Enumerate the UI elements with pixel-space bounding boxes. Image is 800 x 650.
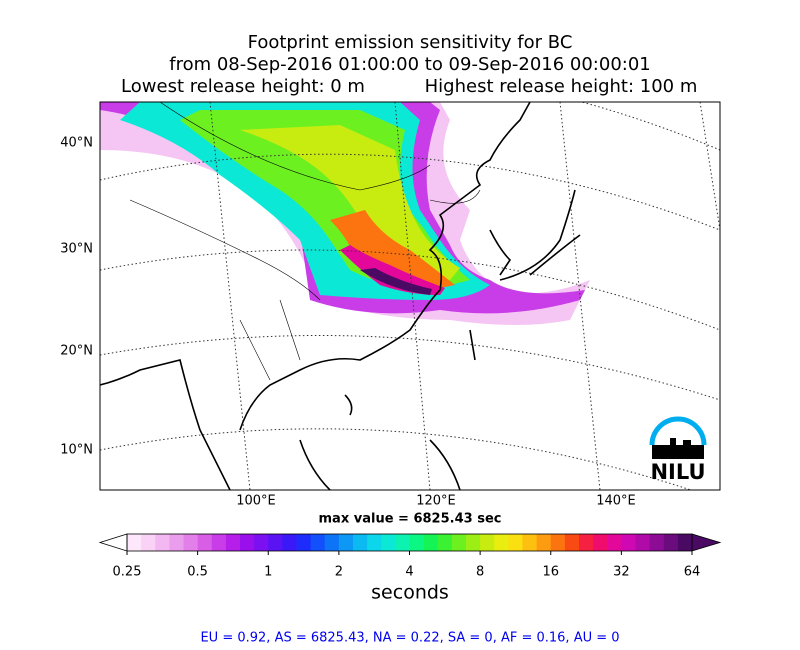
- colorbar-tick-label: 2: [335, 565, 343, 580]
- lat-label: 10°N: [60, 443, 93, 458]
- colorbar-segment: [663, 534, 679, 551]
- colorbar-tick-label: 16: [542, 565, 559, 580]
- colorbar-segment: [635, 534, 651, 551]
- map-frame: [99, 101, 721, 491]
- colorbar-under: [98, 533, 128, 552]
- logo: NILU: [650, 460, 705, 484]
- colorbar-segment: [649, 534, 665, 551]
- colorbar-segment: [169, 534, 184, 551]
- colorbar-tick-label: 4: [405, 565, 413, 580]
- colorbar-segment: [579, 534, 594, 551]
- colorbar-segment: [621, 534, 636, 551]
- colorbar-tick-label: 0.25: [113, 565, 142, 580]
- release-high: Highest release height: 100 m: [425, 76, 698, 97]
- colorbar-segment: [677, 534, 693, 551]
- colorbar-tick-label: 64: [684, 565, 701, 580]
- colorbar-segment: [593, 534, 608, 551]
- colorbar-segment: [508, 534, 523, 551]
- colorbar-over: [691, 533, 722, 552]
- colorbar-segment: [282, 534, 297, 551]
- colorbar-segment: [381, 534, 396, 551]
- lat-label: 20°N: [60, 344, 93, 359]
- colorbar-segment: [155, 534, 170, 551]
- colorbar-segment: [522, 534, 538, 551]
- map: NILU: [100, 102, 720, 490]
- colorbar-segment: [466, 534, 481, 551]
- colorbar-segment: [225, 534, 241, 551]
- colorbar-segment: [395, 534, 410, 551]
- colorbar-tick-label: 1: [264, 565, 272, 580]
- colorbar-label: seconds: [371, 582, 449, 604]
- lon-label: 100°E: [236, 494, 276, 509]
- colorbar-segment: [480, 534, 495, 551]
- colorbar-segment: [353, 534, 368, 551]
- colorbar-segment: [409, 534, 425, 551]
- colorbar: 0.25 0.5 1 2 4 8 16 32 64: [98, 533, 722, 580]
- lon-label: 140°E: [596, 494, 636, 509]
- colorbar-segment: [240, 534, 255, 551]
- colorbar-segment: [494, 534, 509, 551]
- lat-label: 40°N: [60, 136, 93, 151]
- release-low: Lowest release height: 0 m: [121, 76, 365, 97]
- colorbar-segment: [550, 534, 566, 551]
- colorbar-segment: [197, 534, 213, 551]
- colorbar-segment: [310, 534, 326, 551]
- colorbar-segment: [254, 534, 269, 551]
- title-line: Footprint emission sensitivity for BC: [248, 32, 573, 53]
- colorbar-tick-label: 8: [476, 565, 484, 580]
- colorbar-segment: [607, 534, 622, 551]
- colorbar-segment: [564, 534, 580, 551]
- region-stats: EU = 0.92, AS = 6825.43, NA = 0.22, SA =…: [200, 631, 619, 646]
- colorbar-segment: [423, 534, 439, 551]
- colorbar-segment: [338, 534, 354, 551]
- colorbar-segment: [451, 534, 467, 551]
- colorbar-segment: [367, 534, 382, 551]
- colorbar-segment: [127, 534, 142, 551]
- lon-label: 120°E: [416, 494, 456, 509]
- colorbar-segment: [296, 534, 312, 551]
- colorbar-segment: [141, 534, 156, 551]
- colorbar-segment: [437, 534, 453, 551]
- lat-label: 30°N: [60, 242, 93, 257]
- colorbar-segment: [183, 534, 199, 551]
- colorbar-segment: [268, 534, 283, 551]
- title-line: from 08-Sep-2016 01:00:00 to 09-Sep-2016…: [169, 54, 651, 75]
- max-value: max value = 6825.43 sec: [319, 512, 502, 527]
- colorbar-tick-label: 32: [613, 565, 630, 580]
- colorbar-segment: [211, 534, 227, 551]
- colorbar-segment: [324, 534, 340, 551]
- colorbar-tick-label: 0.5: [187, 565, 208, 580]
- colorbar-segment: [536, 534, 552, 551]
